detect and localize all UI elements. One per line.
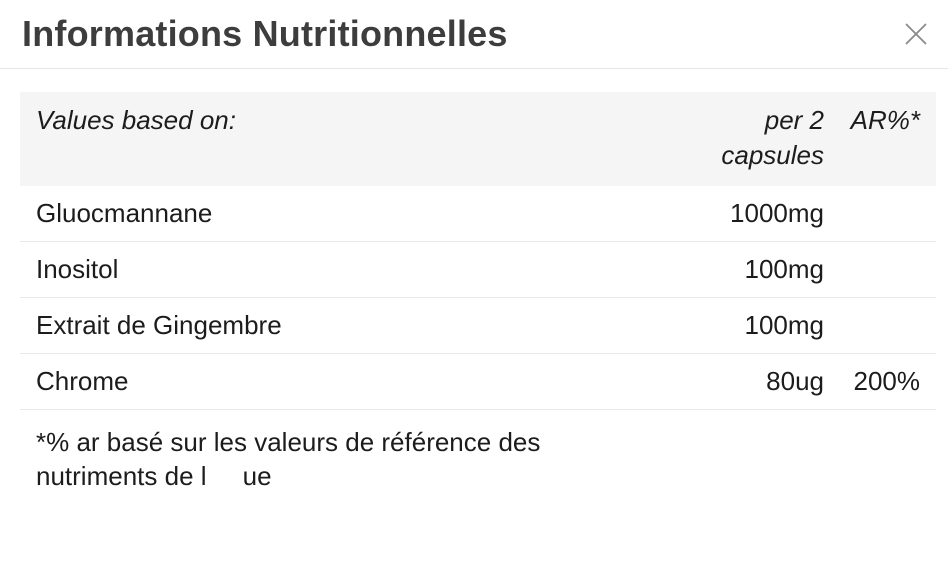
table-row: Inositol 100mg [20, 242, 936, 298]
close-button[interactable] [898, 16, 934, 52]
footnote-text: *% ar basé sur les valeurs de référence … [36, 427, 541, 491]
table-header-row: Values based on: per 2 capsules AR%* [20, 92, 936, 186]
modal-header: Informations Nutritionnelles [0, 0, 948, 69]
nutrient-name: Chrome [36, 366, 129, 396]
nutrient-amount: 100mg [744, 254, 825, 284]
modal-content: Values based on: per 2 capsules AR%* Glu… [20, 92, 936, 493]
nutrient-amount: 1000mg [730, 198, 824, 228]
close-icon [902, 20, 930, 48]
table-row: Chrome 80ug 200% [20, 354, 936, 410]
header-values-based-on: Values based on: [36, 105, 236, 135]
nutrition-table: Values based on: per 2 capsules AR%* Glu… [20, 92, 936, 410]
table-row: Gluocmannane 1000mg [20, 186, 936, 242]
nutrient-name: Gluocmannane [36, 198, 213, 228]
nutrient-name: Inositol [36, 254, 119, 284]
nutrient-amount: 80ug [766, 366, 824, 396]
page-title: Informations Nutritionnelles [22, 13, 508, 54]
header-ar-percent: AR%* [850, 105, 920, 135]
table-row: Extrait de Gingembre 100mg [20, 298, 936, 354]
header-per-2-capsules: per 2 capsules [721, 105, 824, 170]
nutrient-name: Extrait de Gingembre [36, 310, 282, 340]
nutrient-amount: 100mg [744, 310, 825, 340]
nutrient-ar: 200% [853, 366, 921, 396]
